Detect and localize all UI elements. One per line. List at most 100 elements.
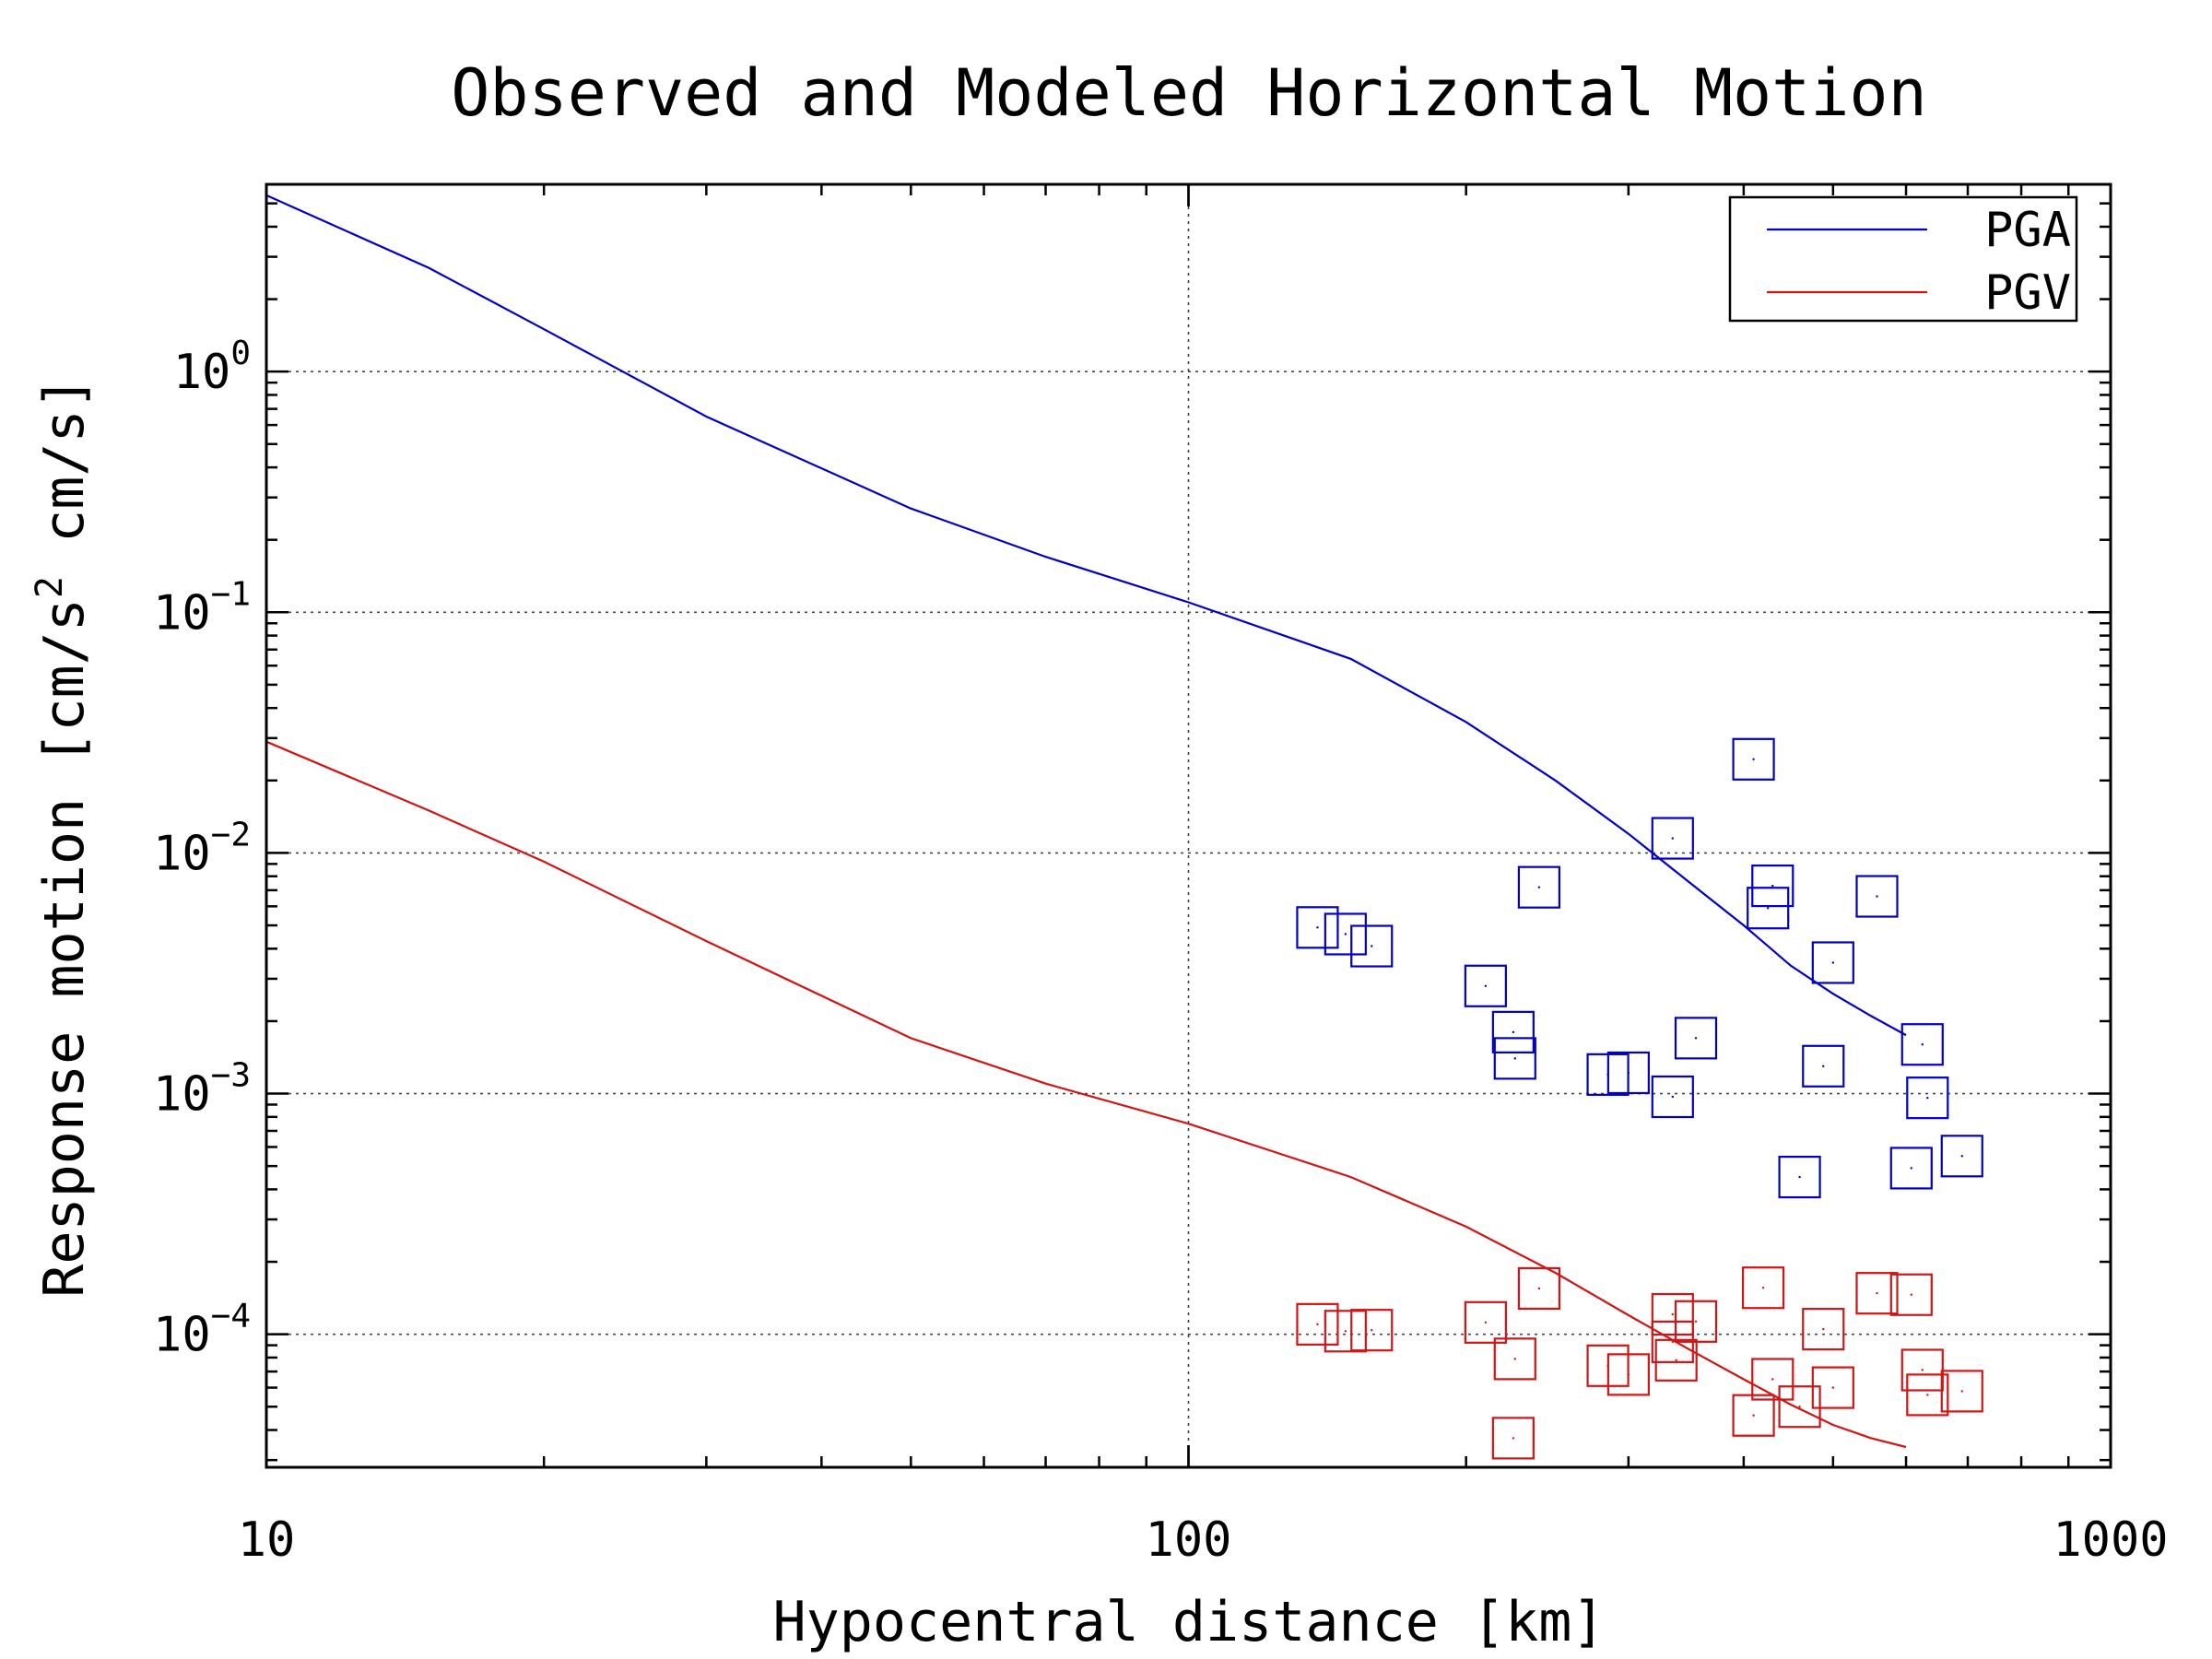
data-point-marker [1747, 887, 1790, 930]
data-point-marker [1324, 1310, 1367, 1353]
data-point-dot [1876, 895, 1878, 898]
y-tick-exponent: −2 [211, 816, 251, 853]
x-tick-label: 100 [1146, 1512, 1232, 1568]
data-point-dot [1671, 1095, 1675, 1099]
data-point-marker [1606, 1353, 1650, 1396]
y-tick-exponent: 0 [230, 335, 251, 372]
data-point-marker [1855, 875, 1899, 918]
data-point-dot [1513, 1358, 1516, 1360]
legend: PGA PGV [1728, 195, 2078, 323]
data-point-marker [1651, 1075, 1694, 1119]
data-point-dot [1484, 1321, 1488, 1324]
data-point-marker [1751, 865, 1794, 908]
data-point-dot [1910, 1167, 1912, 1170]
data-point-marker [1732, 1394, 1775, 1437]
data-point-marker [1296, 906, 1339, 949]
data-point-dot [1627, 1373, 1630, 1376]
chart-title: Observed and Modeled Horizontal Motion [451, 55, 1926, 131]
data-point-marker [1778, 1385, 1821, 1429]
data-point-marker [1906, 1077, 1949, 1120]
data-point-marker [1674, 1300, 1718, 1343]
data-point-dot [1926, 1394, 1929, 1396]
data-point-marker [1855, 1272, 1899, 1315]
y-axis-label-sup: 2 [29, 576, 71, 598]
data-point-marker [1811, 1366, 1854, 1409]
data-point-dot [1910, 1293, 1912, 1296]
plot-frame [265, 182, 2112, 1469]
legend-label-pga: PGA [1984, 203, 2071, 258]
data-point-dot [1831, 961, 1835, 964]
y-axis-label: Response motion [cm/s2 cm/s] [29, 376, 97, 1297]
data-point-dot [1694, 1320, 1698, 1323]
data-point-marker [1940, 1370, 1983, 1413]
y-tick-base: 10 [153, 1067, 211, 1123]
y-tick-exponent: −1 [211, 575, 251, 613]
data-point-marker [1751, 1358, 1794, 1401]
data-point-dot [1675, 1359, 1677, 1362]
data-point-dot [1831, 1386, 1835, 1389]
data-point-marker [1906, 1373, 1949, 1417]
data-point-dot [1771, 1378, 1774, 1381]
data-point-dot [1537, 886, 1541, 888]
data-point-marker [1811, 941, 1854, 984]
data-point-marker [1802, 1044, 1845, 1088]
data-point-dot [1798, 1175, 1801, 1179]
data-point-marker [1491, 1010, 1535, 1053]
data-point-dot [1767, 907, 1770, 910]
data-point-dot [1671, 837, 1675, 840]
data-point-marker [1778, 1155, 1821, 1199]
y-tick-label: 10−3 [153, 1057, 251, 1123]
legend-box [1728, 195, 2078, 323]
data-point-marker [1350, 924, 1394, 968]
data-point-dot [1822, 1065, 1825, 1067]
series [265, 194, 1983, 1460]
data-point-marker [1350, 1309, 1394, 1352]
data-point-marker [1296, 1302, 1339, 1346]
data-point-marker [1940, 1135, 1983, 1178]
series-line-pga [265, 194, 1907, 1037]
data-point-marker [1464, 1300, 1507, 1344]
data-point-dot [1484, 984, 1488, 987]
data-point-dot [1671, 1312, 1675, 1316]
y-tick-base: 10 [153, 826, 211, 881]
y-tick-base: 10 [153, 1308, 211, 1363]
data-point-dot [1921, 1043, 1924, 1046]
data-point-dot [1926, 1096, 1929, 1100]
data-point-marker [1802, 1308, 1845, 1351]
y-tick-exponent: −4 [211, 1298, 251, 1335]
data-point-dot [1512, 1030, 1515, 1034]
data-point-dot [1921, 1369, 1924, 1371]
data-point-marker [1324, 912, 1367, 956]
data-point-marker [1889, 1273, 1933, 1316]
legend-label-pgv: PGV [1984, 265, 2071, 321]
y-tick-base: 10 [153, 585, 211, 641]
data-point-marker [1606, 1051, 1650, 1095]
data-point-dot [1316, 1323, 1319, 1326]
data-point-marker [1493, 1337, 1536, 1381]
data-point-dot [1876, 1291, 1878, 1295]
data-point-dot [1344, 1330, 1347, 1333]
data-point-dot [1513, 1057, 1516, 1060]
data-point-dot [1371, 1328, 1373, 1332]
data-point-dot [1371, 945, 1373, 947]
y-tick-label: 10−1 [153, 575, 251, 641]
data-point-dot [1761, 1287, 1765, 1289]
data-point-marker [1651, 817, 1694, 860]
series-line-pgv [265, 740, 1907, 1449]
data-point-dot [1316, 926, 1319, 929]
data-point-marker [1464, 964, 1507, 1007]
data-point-marker [1741, 1266, 1785, 1310]
data-point-dot [1822, 1327, 1825, 1331]
data-point-dot [1960, 1155, 1963, 1158]
data-point-dot [1627, 1071, 1630, 1075]
data-point-dot [1798, 1406, 1801, 1408]
data-point-dot [1752, 1414, 1755, 1417]
y-tick-label: 10−2 [153, 816, 251, 881]
y-axis-label-prefix: Response motion [cm/s [32, 598, 97, 1298]
y-tick-label: 100 [173, 335, 251, 400]
y-axis-label-suffix: cm/s] [32, 376, 97, 576]
x-tick-label: 10 [238, 1512, 296, 1568]
data-point-dot [1671, 1340, 1675, 1344]
data-point-marker [1493, 1037, 1536, 1080]
